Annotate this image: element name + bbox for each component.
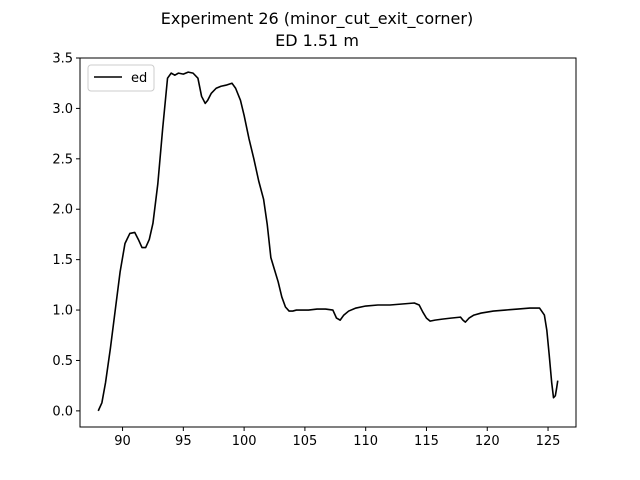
y-tick-label: 3.5: [52, 52, 73, 67]
y-tick-label: 0.5: [52, 354, 73, 369]
y-tick-label: 2.5: [52, 152, 73, 167]
legend-label-ed: ed: [131, 71, 147, 86]
x-tick-label: 125: [536, 434, 561, 449]
x-tick-label: 120: [475, 434, 500, 449]
x-tick-label: 115: [414, 434, 439, 449]
y-tick-label: 2.0: [52, 203, 73, 218]
x-tick-label: 95: [175, 434, 192, 449]
y-tick-label: 0.0: [52, 404, 73, 419]
chart-title: Experiment 26 (minor_cut_exit_corner): [161, 9, 473, 29]
plot-area: 90 95 100 105 110 115 120 125 0.0 0.5 1.0 1.5 2.0 2.…: [52, 52, 577, 449]
plot-frame: [79, 57, 577, 428]
chart-subtitle: ED 1.51 m: [275, 31, 359, 50]
series-line-ed: [97, 71, 559, 412]
x-tick-label: 110: [353, 434, 378, 449]
y-tick-label: 1.5: [52, 253, 73, 268]
legend-box: [87, 64, 155, 92]
x-tick-label: 100: [232, 434, 257, 449]
y-axis: 0.0 0.5 1.0 1.5 2.0 2.5 3.0 3.5: [52, 52, 80, 419]
y-tick-label: 1.0: [52, 304, 73, 319]
legend: ed: [87, 64, 155, 92]
x-axis: 90 95 100 105 110 115 120 125: [114, 427, 560, 449]
y-tick-label: 3.0: [52, 102, 73, 117]
x-tick-label: 105: [292, 434, 317, 449]
x-tick-label: 90: [114, 434, 131, 449]
